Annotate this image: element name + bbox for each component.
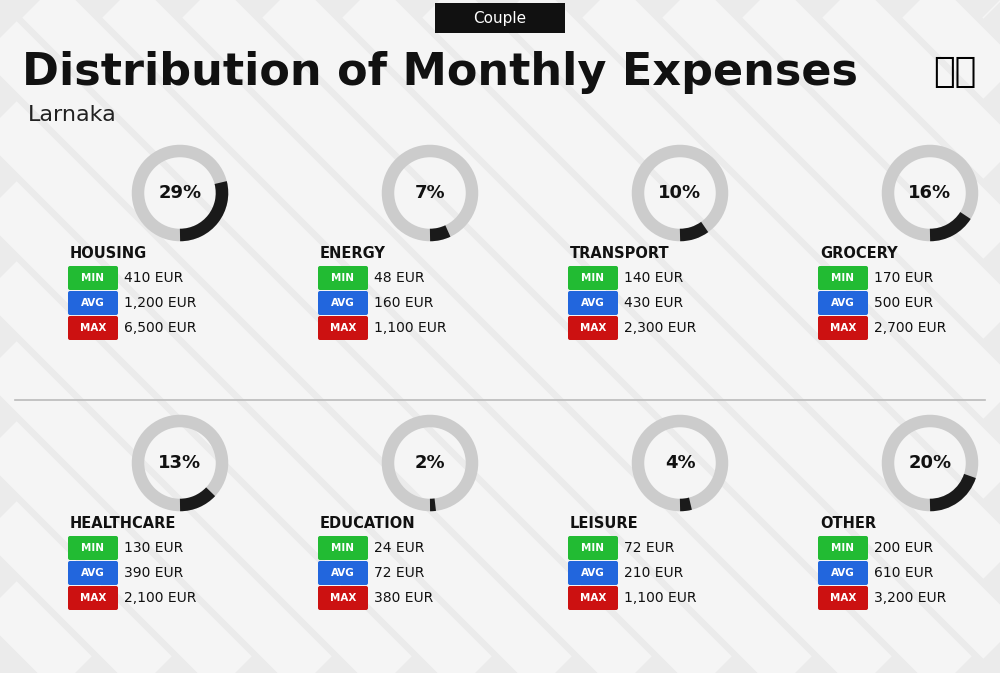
FancyBboxPatch shape (318, 586, 368, 610)
Text: 🇨🇾: 🇨🇾 (933, 55, 977, 89)
Text: MIN: MIN (582, 543, 604, 553)
Text: Larnaka: Larnaka (28, 105, 117, 125)
Text: MAX: MAX (330, 593, 356, 603)
Text: 500 EUR: 500 EUR (874, 296, 933, 310)
FancyBboxPatch shape (68, 291, 118, 315)
Text: AVG: AVG (331, 298, 355, 308)
FancyBboxPatch shape (568, 266, 618, 290)
Text: MAX: MAX (830, 323, 856, 333)
Text: HOUSING: HOUSING (70, 246, 147, 260)
Text: AVG: AVG (831, 298, 855, 308)
Text: MAX: MAX (580, 323, 606, 333)
Text: 72 EUR: 72 EUR (374, 566, 424, 580)
Text: OTHER: OTHER (820, 516, 876, 530)
Text: 29%: 29% (158, 184, 202, 202)
FancyBboxPatch shape (318, 536, 368, 560)
Text: TRANSPORT: TRANSPORT (570, 246, 670, 260)
Text: MIN: MIN (82, 273, 104, 283)
Text: 390 EUR: 390 EUR (124, 566, 183, 580)
FancyBboxPatch shape (568, 561, 618, 585)
FancyBboxPatch shape (68, 561, 118, 585)
Text: 130 EUR: 130 EUR (124, 541, 183, 555)
Text: 410 EUR: 410 EUR (124, 271, 183, 285)
Text: 6,500 EUR: 6,500 EUR (124, 321, 196, 335)
Text: 170 EUR: 170 EUR (874, 271, 933, 285)
Text: 7%: 7% (415, 184, 445, 202)
Text: MIN: MIN (582, 273, 604, 283)
FancyBboxPatch shape (568, 586, 618, 610)
FancyBboxPatch shape (68, 266, 118, 290)
FancyBboxPatch shape (818, 536, 868, 560)
FancyBboxPatch shape (568, 291, 618, 315)
Text: AVG: AVG (81, 298, 105, 308)
Text: 72 EUR: 72 EUR (624, 541, 674, 555)
Text: 2%: 2% (415, 454, 445, 472)
Text: 1,100 EUR: 1,100 EUR (374, 321, 446, 335)
Text: 2,300 EUR: 2,300 EUR (624, 321, 696, 335)
FancyBboxPatch shape (818, 561, 868, 585)
Text: ENERGY: ENERGY (320, 246, 386, 260)
Text: MAX: MAX (80, 593, 106, 603)
Text: 16%: 16% (908, 184, 952, 202)
Text: Distribution of Monthly Expenses: Distribution of Monthly Expenses (22, 50, 858, 94)
Text: AVG: AVG (581, 568, 605, 578)
Text: 610 EUR: 610 EUR (874, 566, 933, 580)
FancyBboxPatch shape (68, 316, 118, 340)
Text: AVG: AVG (831, 568, 855, 578)
FancyBboxPatch shape (68, 586, 118, 610)
FancyBboxPatch shape (818, 266, 868, 290)
Text: LEISURE: LEISURE (570, 516, 639, 530)
Text: 2,700 EUR: 2,700 EUR (874, 321, 946, 335)
FancyBboxPatch shape (318, 266, 368, 290)
Text: MAX: MAX (80, 323, 106, 333)
Text: MIN: MIN (332, 543, 354, 553)
FancyBboxPatch shape (818, 316, 868, 340)
Text: AVG: AVG (331, 568, 355, 578)
Text: 20%: 20% (908, 454, 952, 472)
Text: MIN: MIN (832, 273, 854, 283)
Text: 140 EUR: 140 EUR (624, 271, 683, 285)
Text: 380 EUR: 380 EUR (374, 591, 433, 605)
Text: 210 EUR: 210 EUR (624, 566, 683, 580)
Text: 10%: 10% (658, 184, 702, 202)
Text: MAX: MAX (330, 323, 356, 333)
Text: 430 EUR: 430 EUR (624, 296, 683, 310)
FancyBboxPatch shape (318, 561, 368, 585)
Text: Couple: Couple (473, 11, 527, 26)
FancyBboxPatch shape (568, 316, 618, 340)
FancyBboxPatch shape (318, 291, 368, 315)
Text: MIN: MIN (82, 543, 104, 553)
FancyBboxPatch shape (68, 536, 118, 560)
Text: 160 EUR: 160 EUR (374, 296, 433, 310)
FancyBboxPatch shape (318, 316, 368, 340)
FancyBboxPatch shape (568, 536, 618, 560)
Text: MIN: MIN (332, 273, 354, 283)
Text: 1,100 EUR: 1,100 EUR (624, 591, 696, 605)
Text: 1,200 EUR: 1,200 EUR (124, 296, 196, 310)
Text: MAX: MAX (830, 593, 856, 603)
FancyBboxPatch shape (435, 3, 565, 33)
Text: EDUCATION: EDUCATION (320, 516, 416, 530)
Text: 2,100 EUR: 2,100 EUR (124, 591, 196, 605)
Text: 200 EUR: 200 EUR (874, 541, 933, 555)
Text: 24 EUR: 24 EUR (374, 541, 424, 555)
Text: AVG: AVG (81, 568, 105, 578)
Text: 4%: 4% (665, 454, 695, 472)
Text: 3,200 EUR: 3,200 EUR (874, 591, 946, 605)
Text: HEALTHCARE: HEALTHCARE (70, 516, 176, 530)
Text: MIN: MIN (832, 543, 854, 553)
FancyBboxPatch shape (818, 291, 868, 315)
FancyBboxPatch shape (818, 586, 868, 610)
Text: AVG: AVG (581, 298, 605, 308)
Text: 48 EUR: 48 EUR (374, 271, 424, 285)
Text: MAX: MAX (580, 593, 606, 603)
Text: 13%: 13% (158, 454, 202, 472)
Text: GROCERY: GROCERY (820, 246, 898, 260)
